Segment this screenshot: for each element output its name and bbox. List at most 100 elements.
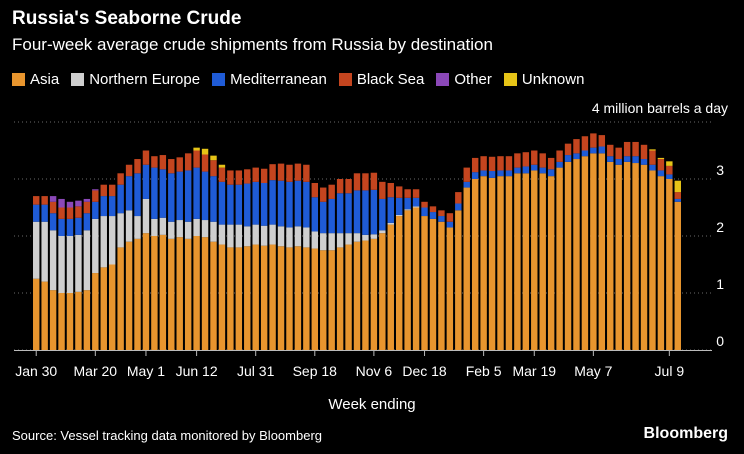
bar-segment-black-sea <box>75 206 82 218</box>
bar-segment-northern-europe <box>345 233 352 245</box>
bar-segment-asia <box>125 241 133 350</box>
bar-segment-asia <box>41 281 48 350</box>
bar-segment-northern-europe <box>269 224 276 245</box>
legend-label-mediterranean: Mediterranean <box>230 71 327 88</box>
bar-segment-asia <box>303 247 310 350</box>
bar-segment-northern-europe <box>108 216 116 265</box>
bar-segment-mediterranean <box>311 197 318 232</box>
bar-segment-black-sea <box>421 201 428 208</box>
bar-segment-black-sea <box>404 189 411 198</box>
bar-segment-asia <box>573 159 580 350</box>
x-tick-label: Jul 9 <box>655 363 685 379</box>
bar-segment-asia <box>514 173 521 350</box>
bar-segment-asia <box>227 247 234 350</box>
bar-segment-black-sea <box>159 155 167 170</box>
bar-segment-black-sea <box>590 133 597 148</box>
bar-segment-unknown <box>210 155 217 161</box>
bar-segment-black-sea <box>345 179 352 194</box>
bar-segment-northern-europe <box>277 226 285 247</box>
bar-segment-asia <box>421 216 428 350</box>
bar-segment-black-sea <box>49 201 57 214</box>
bar-segment-mediterranean <box>142 164 150 199</box>
bar-segment-mediterranean <box>294 180 302 227</box>
bar-segment-mediterranean <box>345 193 352 234</box>
bar-segment-northern-europe <box>328 233 335 251</box>
bar-segment-asia <box>210 241 217 350</box>
bar-segment-black-sea <box>396 186 403 198</box>
bar-segment-northern-europe <box>311 231 318 249</box>
bar-segment-mediterranean <box>277 180 285 227</box>
bar-segment-black-sea <box>201 154 209 172</box>
bar-segment-black-sea <box>556 150 563 162</box>
bar-segment-asia <box>649 170 656 350</box>
bar-segment-asia <box>412 207 420 350</box>
bar-segment-mediterranean <box>168 173 175 222</box>
bar-segment-asia <box>294 246 302 350</box>
bar-segment-asia <box>117 247 124 350</box>
bar-segment-asia <box>100 267 107 350</box>
bar-segment-mediterranean <box>134 173 141 217</box>
bar-segment-mediterranean <box>640 159 648 165</box>
bar-segment-northern-europe <box>159 217 167 235</box>
bar-segment-mediterranean <box>210 176 217 222</box>
bar-segment-asia <box>336 247 344 350</box>
bar-segment-asia <box>607 161 614 350</box>
legend-swatch-other <box>436 73 450 86</box>
bar-segment-northern-europe <box>260 225 268 246</box>
bar-segment-black-sea <box>471 157 479 173</box>
bar-segment-asia <box>396 216 403 350</box>
bar-segment-asia <box>666 179 673 350</box>
bar-segment-black-sea <box>632 141 639 157</box>
bar-segment-mediterranean <box>159 169 167 218</box>
bar-segment-unknown <box>201 148 209 155</box>
bar-segment-black-sea <box>539 153 546 168</box>
bar-segment-asia <box>632 163 639 350</box>
bar-segment-mediterranean <box>531 164 538 171</box>
bar-segment-black-sea <box>117 173 124 185</box>
bar-segment-black-sea <box>387 182 394 198</box>
bar-segment-black-sea <box>362 173 369 191</box>
bar-segment-black-sea <box>581 136 589 151</box>
bar-segment-asia <box>455 210 462 350</box>
bar-segment-asia <box>159 234 167 350</box>
bar-segment-asia <box>218 244 226 350</box>
bar-segment-mediterranean <box>674 198 681 202</box>
bar-segment-black-sea <box>176 157 183 172</box>
bar-segment-mediterranean <box>438 216 445 222</box>
bar-segment-mediterranean <box>657 170 665 177</box>
bar-segment-other <box>92 189 99 191</box>
bar-segment-mediterranean <box>649 164 656 171</box>
bar-segment-black-sea <box>615 147 622 160</box>
bar-segment-asia <box>260 245 268 350</box>
bar-segment-asia <box>387 224 394 350</box>
bar-segment-mediterranean <box>235 184 243 225</box>
bar-segment-mediterranean <box>607 156 614 162</box>
bar-segment-mediterranean <box>353 190 361 234</box>
bar-segment-black-sea <box>488 156 496 172</box>
bar-segment-asia <box>244 246 251 350</box>
bar-segment-northern-europe <box>193 218 200 236</box>
bar-segment-mediterranean <box>328 198 335 234</box>
bar-segment-asia <box>201 237 209 350</box>
bar-segment-black-sea <box>353 173 361 191</box>
bar-segment-northern-europe <box>125 210 133 242</box>
bar-segment-asia <box>252 244 259 350</box>
bar-segment-mediterranean <box>404 197 411 210</box>
legend-label-other: Other <box>454 71 492 88</box>
bar-segment-northern-europe <box>33 221 40 279</box>
bar-segment-other <box>49 196 57 202</box>
bar-segment-black-sea <box>311 182 318 198</box>
bar-segment-unknown <box>674 180 681 193</box>
bar-segment-mediterranean <box>514 167 521 174</box>
legend-item-asia: Asia <box>12 71 59 88</box>
bar-segment-asia <box>590 153 597 350</box>
bar-segment-northern-europe <box>184 221 192 239</box>
bar-segment-black-sea <box>607 144 614 157</box>
bar-segment-asia <box>370 238 378 350</box>
bar-segment-mediterranean <box>396 197 403 215</box>
bar-segment-mediterranean <box>108 196 116 217</box>
bar-segment-mediterranean <box>446 221 454 228</box>
legend-label-unknown: Unknown <box>521 71 585 88</box>
bar-segment-asia <box>488 177 496 350</box>
bar-segment-black-sea <box>58 207 65 219</box>
